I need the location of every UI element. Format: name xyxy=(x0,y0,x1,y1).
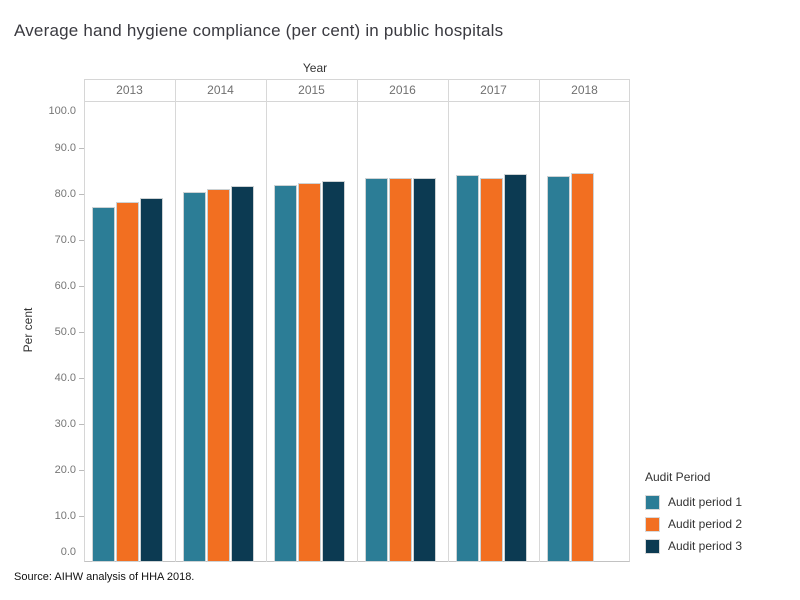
panel-divider xyxy=(175,79,176,562)
legend-label: Audit period 2 xyxy=(668,517,743,531)
legend-label: Audit period 1 xyxy=(668,495,743,509)
y-tick-mark xyxy=(79,148,84,149)
panel-divider xyxy=(539,79,540,562)
bar-2013-audit-period-1[interactable] xyxy=(92,207,115,562)
y-tick-mark xyxy=(79,194,84,195)
source-note: Source: AIHW analysis of HHA 2018. xyxy=(14,571,195,583)
bar-2018-audit-period-1[interactable] xyxy=(547,176,570,562)
year-header-2017[interactable]: 2017 xyxy=(480,83,507,97)
legend-label: Audit period 3 xyxy=(668,539,743,553)
legend-title: Audit Period xyxy=(645,470,711,484)
y-tick-label: 70.0 xyxy=(54,234,76,246)
year-header-2016[interactable]: 2016 xyxy=(389,83,416,97)
year-header-2018[interactable]: 2018 xyxy=(571,83,598,97)
bar-2016-audit-period-1[interactable] xyxy=(365,178,388,562)
y-tick-label: 20.0 xyxy=(54,464,76,476)
y-tick-mark xyxy=(79,378,84,379)
legend-swatch xyxy=(645,494,660,510)
bar-2018-audit-period-2[interactable] xyxy=(571,173,594,562)
bar-2017-audit-period-1[interactable] xyxy=(456,175,479,562)
y-tick-label: 100.0 xyxy=(48,105,76,117)
y-tick-label: 50.0 xyxy=(54,326,76,338)
bar-2016-audit-period-2[interactable] xyxy=(389,178,412,562)
y-tick-label: 10.0 xyxy=(54,510,76,522)
bar-2015-audit-period-3[interactable] xyxy=(322,181,345,562)
year-header-2015[interactable]: 2015 xyxy=(298,83,325,97)
y-axis-title: Per cent xyxy=(21,307,35,353)
y-tick-mark xyxy=(79,424,84,425)
bar-2014-audit-period-1[interactable] xyxy=(183,192,206,562)
y-tick-mark xyxy=(79,470,84,471)
y-tick-label: 0.0 xyxy=(60,546,76,558)
bar-2017-audit-period-2[interactable] xyxy=(480,178,503,562)
bar-2014-audit-period-2[interactable] xyxy=(207,189,230,562)
y-tick-label: 30.0 xyxy=(54,418,76,430)
bar-2013-audit-period-3[interactable] xyxy=(140,198,163,562)
bar-2013-audit-period-2[interactable] xyxy=(116,202,139,562)
y-tick-mark xyxy=(79,516,84,517)
bar-2016-audit-period-3[interactable] xyxy=(413,178,436,562)
year-header-2013[interactable]: 2013 xyxy=(116,83,143,97)
bar-2015-audit-period-2[interactable] xyxy=(298,183,321,562)
legend-item-audit-period-1[interactable]: Audit period 1 xyxy=(645,491,795,513)
legend-swatch xyxy=(645,538,660,554)
legend-item-audit-period-3[interactable]: Audit period 3 xyxy=(645,535,795,557)
panel-divider xyxy=(448,79,449,562)
chart-title: Average hand hygiene compliance (per cen… xyxy=(14,21,504,40)
legend-swatch xyxy=(645,516,660,532)
y-tick-label: 60.0 xyxy=(54,280,76,292)
bar-2017-audit-period-3[interactable] xyxy=(504,174,527,562)
legend: Audit Period Audit period 1 Audit period … xyxy=(645,470,795,557)
y-tick-label: 40.0 xyxy=(54,372,76,384)
year-header-2014[interactable]: 2014 xyxy=(207,83,234,97)
legend-items: Audit period 1 Audit period 2 Audit period… xyxy=(645,491,795,557)
y-tick-label: 90.0 xyxy=(54,142,76,154)
y-tick-label: 80.0 xyxy=(54,188,76,200)
bar-2014-audit-period-3[interactable] xyxy=(231,186,254,562)
panel-divider xyxy=(266,79,267,562)
panel-divider xyxy=(357,79,358,562)
y-tick-mark xyxy=(79,286,84,287)
y-tick-mark xyxy=(79,240,84,241)
legend-item-audit-period-2[interactable]: Audit period 2 xyxy=(645,513,795,535)
bar-2015-audit-period-1[interactable] xyxy=(274,185,297,562)
y-tick-mark xyxy=(79,332,84,333)
x-axis-field-label: Year xyxy=(302,61,328,75)
